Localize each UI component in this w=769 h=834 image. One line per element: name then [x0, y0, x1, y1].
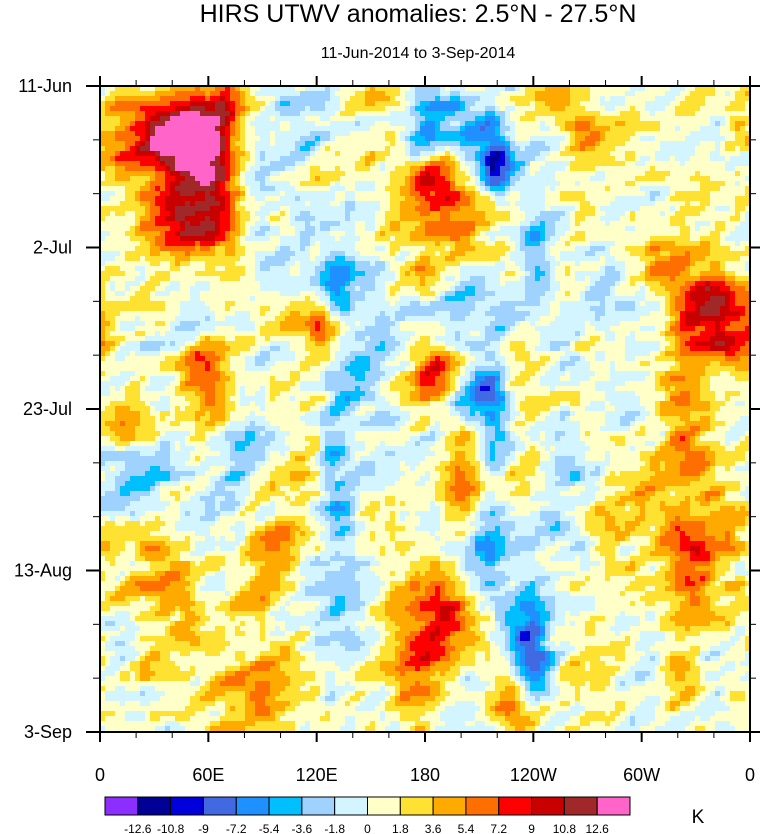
y-tick-label: 13-Aug [14, 561, 72, 581]
y-tick-label: 23-Jul [23, 399, 72, 419]
colorbar-level-label: -3.6 [292, 822, 313, 834]
colorbar-swatch [104, 796, 139, 816]
colorbar-level-label: 9 [528, 822, 535, 834]
y-tick-label: 3-Sep [24, 722, 72, 742]
x-tick-label: 120E [296, 765, 338, 785]
colorbar-swatch [367, 796, 401, 816]
x-tick-label: 180 [410, 765, 440, 785]
x-tick-label: 60W [623, 765, 660, 785]
y-tick-label: 11-Jun [18, 76, 72, 96]
colorbar-level-label: 12.6 [586, 822, 610, 834]
colorbar-level-label: -9 [198, 822, 209, 834]
colorbar-swatch [268, 796, 303, 816]
colorbar-level-label: -7.2 [226, 822, 247, 834]
x-tick-label: 0 [745, 765, 755, 785]
colorbar-level-label: -10.8 [157, 822, 185, 834]
x-tick-label: 120W [510, 765, 557, 785]
colorbar-swatch [137, 796, 172, 816]
colorbar-swatch [334, 796, 368, 816]
chart-subtitle: 11-Jun-2014 to 3-Sep-2014 [321, 45, 516, 62]
colorbar-swatch [170, 796, 204, 816]
anomaly-field [100, 86, 750, 732]
colorbar-swatch [596, 796, 631, 816]
colorbar-level-label: -5.4 [259, 822, 280, 834]
colorbar-level-label: 10.8 [553, 822, 577, 834]
colorbar-swatch [202, 796, 237, 816]
colorbar-level-label: 1.8 [392, 822, 409, 834]
colorbar-unit-label: K [692, 807, 705, 828]
colorbar-swatch [432, 796, 467, 816]
colorbar-level-label: -1.8 [324, 822, 345, 834]
colorbar-swatch [465, 796, 500, 816]
colorbar-level-label: 7.2 [490, 822, 507, 834]
chart-title: HIRS UTWV anomalies: 2.5°N - 27.5°N [200, 0, 637, 28]
colorbar-swatch [301, 796, 336, 816]
y-tick-label: 2-Jul [33, 238, 72, 258]
colorbar-swatch [399, 796, 434, 816]
colorbar: -12.6 -10.8 -9 -7.2 -5.4 -3.6 -1.8 0 1.8 3.6 5.4 7.… [104, 796, 631, 834]
colorbar-level-label: 5.4 [458, 822, 475, 834]
colorbar-swatch [498, 796, 533, 816]
colorbar-level-label: 3.6 [425, 822, 442, 834]
colorbar-swatch [563, 796, 598, 816]
colorbar-swatch [531, 796, 565, 816]
colorbar-level-label: -12.6 [124, 822, 152, 834]
x-tick-label: 0 [95, 765, 105, 785]
axes: 0 60E 120E 180 120W 60W 0 11-Jun 2-Jul 23-Jul 13-A… [14, 76, 760, 785]
x-tick-label: 60E [192, 765, 224, 785]
colorbar-swatch [235, 796, 270, 816]
colorbar-level-label: 0 [364, 822, 371, 834]
